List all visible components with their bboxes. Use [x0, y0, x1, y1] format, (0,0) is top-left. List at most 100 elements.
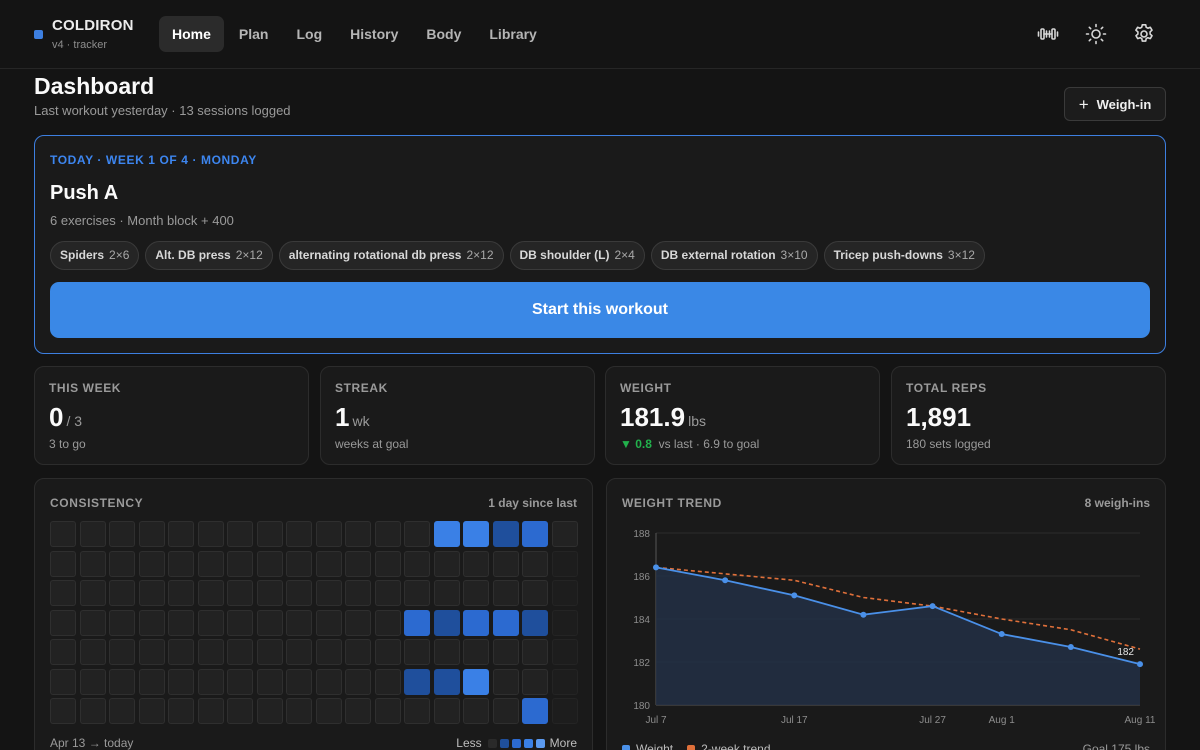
heatmap-cell[interactable]: [345, 550, 371, 577]
heatmap-cell[interactable]: [256, 668, 283, 695]
heatmap-cell[interactable]: [374, 698, 401, 724]
heatmap-cell[interactable]: [286, 521, 312, 547]
heatmap-cell[interactable]: [463, 609, 489, 636]
heatmap-cell[interactable]: [138, 639, 165, 665]
heatmap-cell[interactable]: [433, 698, 460, 724]
heatmap-cell[interactable]: [256, 609, 283, 636]
heatmap-cell[interactable]: [79, 698, 106, 724]
heatmap-cell[interactable]: [50, 580, 76, 606]
heatmap-cell[interactable]: [168, 639, 194, 665]
heatmap-cell[interactable]: [256, 698, 283, 724]
heatmap-cell[interactable]: [168, 550, 194, 577]
heatmap-cell[interactable]: [168, 580, 194, 606]
heatmap-cell[interactable]: [79, 580, 106, 606]
gear-icon[interactable]: [1132, 22, 1156, 46]
heatmap-cell[interactable]: [463, 550, 489, 577]
heatmap-cell[interactable]: [551, 550, 578, 577]
heatmap-cell[interactable]: [404, 521, 430, 547]
heatmap-cell[interactable]: [286, 550, 312, 577]
heatmap-cell[interactable]: [404, 550, 430, 577]
heatmap-cell[interactable]: [256, 521, 283, 547]
nav-plan[interactable]: Plan: [238, 26, 269, 42]
heatmap-cell[interactable]: [286, 698, 312, 724]
heatmap-cell[interactable]: [345, 521, 371, 547]
heatmap-cell[interactable]: [79, 668, 106, 695]
heatmap-cell[interactable]: [109, 580, 135, 606]
heatmap-cell[interactable]: [492, 521, 519, 547]
heatmap-cell[interactable]: [345, 580, 371, 606]
heatmap-cell[interactable]: [345, 639, 371, 665]
exercise-chip[interactable]: alternating rotational db press 2×12: [278, 241, 504, 270]
heatmap-cell[interactable]: [50, 609, 76, 636]
heatmap-cell[interactable]: [374, 639, 401, 665]
heatmap-cell[interactable]: [404, 698, 430, 724]
heatmap-cell[interactable]: [551, 668, 578, 695]
heatmap-cell[interactable]: [433, 580, 460, 606]
heatmap-cell[interactable]: [315, 609, 342, 636]
exercise-chip[interactable]: Tricep push-downs 3×12: [823, 241, 985, 270]
heatmap-cell[interactable]: [345, 668, 371, 695]
heatmap-cell[interactable]: [197, 609, 224, 636]
heatmap-cell[interactable]: [522, 668, 548, 695]
exercise-chip[interactable]: DB shoulder (L) 2×4: [509, 241, 645, 270]
heatmap-cell[interactable]: [138, 521, 165, 547]
heatmap-cell[interactable]: [168, 609, 194, 636]
heatmap-cell[interactable]: [315, 521, 342, 547]
nav-library[interactable]: Library: [489, 26, 537, 42]
heatmap-cell[interactable]: [492, 550, 519, 577]
heatmap-cell[interactable]: [404, 668, 430, 695]
exercise-chip[interactable]: Spiders 2×6: [50, 241, 140, 270]
heatmap-cell[interactable]: [522, 550, 548, 577]
heatmap-cell[interactable]: [286, 580, 312, 606]
heatmap-cell[interactable]: [374, 521, 401, 547]
heatmap-cell[interactable]: [492, 580, 519, 606]
heatmap-cell[interactable]: [551, 580, 578, 606]
sun-icon[interactable]: [1084, 22, 1108, 46]
heatmap-cell[interactable]: [315, 639, 342, 665]
heatmap-cell[interactable]: [463, 639, 489, 665]
heatmap-cell[interactable]: [197, 521, 224, 547]
heatmap-cell[interactable]: [492, 609, 519, 636]
heatmap-cell[interactable]: [79, 550, 106, 577]
nav-log[interactable]: Log: [296, 26, 323, 42]
heatmap-cell[interactable]: [138, 609, 165, 636]
heatmap-cell[interactable]: [168, 698, 194, 724]
heatmap-cell[interactable]: [197, 639, 224, 665]
heatmap-cell[interactable]: [345, 698, 371, 724]
heatmap-cell[interactable]: [79, 521, 106, 547]
heatmap-cell[interactable]: [551, 521, 578, 547]
heatmap-cell[interactable]: [492, 698, 519, 724]
heatmap-cell[interactable]: [79, 639, 106, 665]
heatmap-cell[interactable]: [168, 521, 194, 547]
heatmap-cell[interactable]: [286, 639, 312, 665]
heatmap-cell[interactable]: [522, 698, 548, 724]
heatmap-cell[interactable]: [138, 668, 165, 695]
heatmap-cell[interactable]: [551, 639, 578, 665]
heatmap-cell[interactable]: [404, 609, 430, 636]
exercise-chip[interactable]: DB external rotation 3×10: [650, 241, 818, 270]
heatmap-cell[interactable]: [315, 580, 342, 606]
heatmap-cell[interactable]: [50, 521, 76, 547]
heatmap-cell[interactable]: [197, 698, 224, 724]
nav-home[interactable]: Home: [159, 16, 224, 52]
heatmap-cell[interactable]: [374, 550, 401, 577]
heatmap-cell[interactable]: [138, 698, 165, 724]
heatmap-cell[interactable]: [138, 580, 165, 606]
heatmap-cell[interactable]: [109, 668, 135, 695]
heatmap-cell[interactable]: [433, 550, 460, 577]
heatmap-cell[interactable]: [227, 639, 253, 665]
heatmap-cell[interactable]: [138, 550, 165, 577]
heatmap-cell[interactable]: [315, 698, 342, 724]
heatmap-cell[interactable]: [197, 668, 224, 695]
heatmap-cell[interactable]: [109, 639, 135, 665]
heatmap-cell[interactable]: [463, 521, 489, 547]
heatmap-cell[interactable]: [463, 580, 489, 606]
heatmap-cell[interactable]: [492, 639, 519, 665]
heatmap-cell[interactable]: [50, 668, 76, 695]
exercise-chip[interactable]: Alt. DB press 2×12: [145, 241, 273, 270]
heatmap-cell[interactable]: [404, 639, 430, 665]
heatmap-cell[interactable]: [50, 639, 76, 665]
heatmap-cell[interactable]: [433, 639, 460, 665]
heatmap-cell[interactable]: [256, 639, 283, 665]
heatmap-cell[interactable]: [433, 521, 460, 547]
